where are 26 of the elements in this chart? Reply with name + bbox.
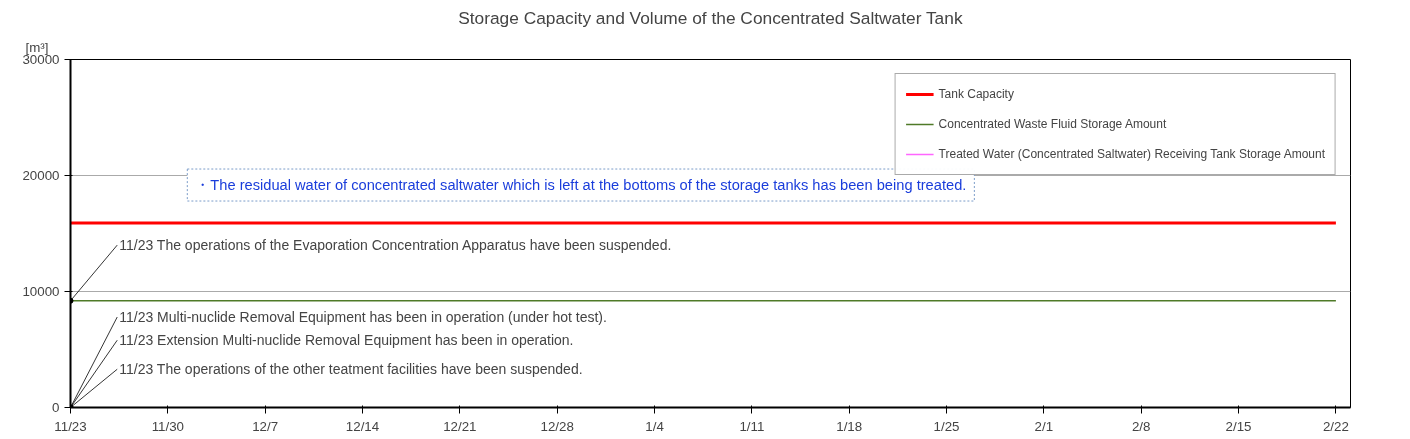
y-tick-label: 10000 (22, 284, 60, 299)
x-tick-label: 12/7 (252, 418, 279, 434)
legend-label: Tank Capacity (938, 87, 1014, 101)
x-tick-label: 2/15 (1225, 418, 1252, 434)
x-tick-label: 11/23 (54, 418, 87, 434)
x-tick-label: 1/18 (836, 418, 863, 434)
x-tick-label: 2/22 (1322, 418, 1349, 434)
chart-title: Storage Capacity and Volume of the Concentrated Saltwater Tank (458, 7, 963, 28)
legend-label: Concentrated Waste Fluid Storage Amount (938, 117, 1167, 131)
y-tick-label: 20000 (22, 168, 60, 183)
x-tick-label: 2/8 (1131, 418, 1151, 434)
x-tick-label: 11/30 (151, 418, 185, 434)
annotation: 11/23 The operations of the other teatment facilities have been suspended. (119, 361, 583, 378)
x-tick-label: 12/14 (345, 418, 380, 434)
x-tick-label: 1/4 (645, 418, 665, 434)
x-tick-label: 1/11 (739, 418, 765, 434)
annotation: 11/23 Extension Multi-nuclide Removal Equipment has been in operation. (119, 332, 574, 349)
annotation: ・The residual water of concentrated saltwater which is left at the bottoms of the storage tanks has been being treated. (195, 177, 967, 194)
annotation: 11/23 The operations of the Evaporation Concentration Apparatus have been suspended. (119, 237, 672, 254)
x-tick-label: 2/1 (1034, 418, 1054, 434)
legend-label: Treated Water (Concentrated Saltwater) Receiving Tank Storage Amount (938, 147, 1325, 161)
x-tick-label: 12/28 (540, 418, 574, 434)
y-tick-label: 0 (52, 400, 60, 415)
x-tick-label: 1/25 (933, 418, 960, 434)
x-tick-label: 12/21 (443, 418, 477, 434)
annotation: 11/23 Multi-nuclide Removal Equipment has been in operation (under hot test). (119, 309, 607, 326)
